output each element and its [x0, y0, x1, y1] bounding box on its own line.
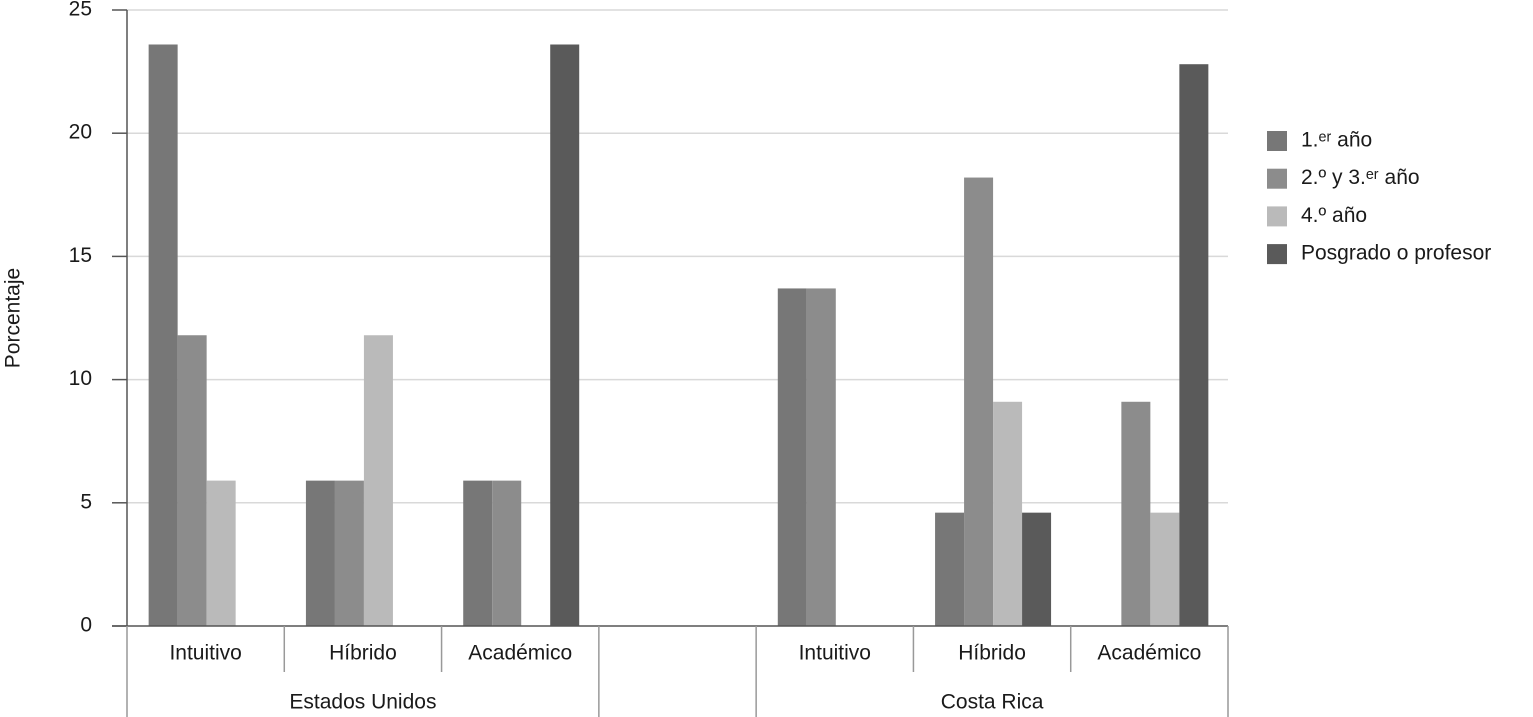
legend-label: 1.ᵉʳ año [1301, 129, 1372, 152]
legend-swatch [1267, 168, 1287, 189]
bar [935, 512, 965, 626]
bar [148, 44, 178, 627]
bar [1150, 512, 1180, 626]
x-tick-label: Académico [1097, 642, 1201, 665]
bar [305, 480, 335, 626]
legend-swatch [1267, 131, 1287, 151]
y-axis-label: Porcentaje [2, 268, 25, 368]
x-tick-label: Académico [468, 642, 572, 665]
bar [550, 44, 580, 627]
bar [206, 480, 236, 626]
bar [177, 335, 207, 626]
x-tick-label: Híbrido [958, 642, 1026, 665]
y-tick-label: 5 [80, 490, 92, 513]
bar [1022, 512, 1052, 626]
x-tick-label: Intuitivo [169, 642, 241, 665]
bar [1121, 401, 1151, 626]
bar [1179, 64, 1209, 626]
legend-label: 4.º año [1301, 204, 1367, 227]
y-tick-label: 0 [80, 614, 92, 637]
bar [363, 335, 393, 626]
legend-swatch [1267, 244, 1287, 265]
y-tick-label: 10 [69, 367, 92, 390]
legend-label: Posgrado o profesor [1301, 242, 1491, 265]
y-tick-label: 15 [69, 244, 92, 267]
group-label: Costa Rica [941, 691, 1044, 714]
legend-swatch [1267, 206, 1287, 227]
bar [964, 177, 994, 626]
bar [777, 288, 807, 626]
x-tick-label: Híbrido [329, 642, 397, 665]
bar [463, 480, 493, 626]
bar [993, 401, 1023, 626]
y-tick-label: 25 [69, 0, 92, 21]
y-tick-label: 20 [69, 121, 92, 144]
bar [492, 480, 522, 626]
bar [334, 480, 364, 626]
x-tick-label: Intuitivo [799, 642, 871, 665]
legend-label: 2.º y 3.ᵉʳ año [1301, 166, 1420, 189]
group-label: Estados Unidos [289, 691, 436, 714]
bar [806, 288, 836, 626]
